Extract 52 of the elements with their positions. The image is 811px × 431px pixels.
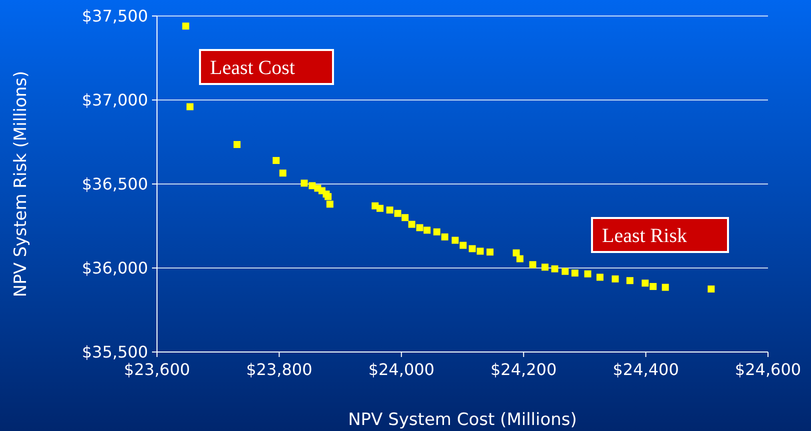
point bbox=[708, 286, 715, 292]
point bbox=[516, 255, 524, 262]
point bbox=[433, 228, 440, 236]
point bbox=[324, 193, 332, 200]
point bbox=[486, 248, 494, 256]
point bbox=[551, 265, 558, 272]
point bbox=[376, 204, 384, 212]
point bbox=[476, 248, 484, 255]
x-tick-label: $23,800 bbox=[246, 360, 312, 379]
point bbox=[468, 245, 476, 252]
annotation: Least Risk bbox=[602, 225, 687, 247]
y-tick-label: $36,000 bbox=[82, 258, 148, 278]
point bbox=[186, 103, 194, 110]
point bbox=[234, 141, 241, 148]
point bbox=[279, 170, 286, 177]
y-axis-title: NPV System Risk (Millions) bbox=[11, 70, 31, 298]
point bbox=[326, 200, 334, 208]
point bbox=[612, 275, 619, 282]
y-tick-label: $35,500 bbox=[82, 342, 148, 362]
y-tick-label: $36,500 bbox=[82, 174, 148, 194]
point bbox=[402, 214, 409, 222]
point bbox=[272, 156, 280, 164]
point bbox=[424, 226, 431, 234]
x-tick-label: $24,400 bbox=[612, 360, 679, 379]
point bbox=[394, 210, 402, 217]
point bbox=[512, 249, 520, 256]
y-tick-label: $37,500 bbox=[82, 6, 148, 26]
point bbox=[182, 22, 190, 30]
point bbox=[452, 236, 459, 244]
point bbox=[642, 280, 649, 287]
point bbox=[441, 233, 448, 240]
x-tick-label: $24,600 bbox=[734, 360, 802, 379]
x-tick-label: $23,600 bbox=[124, 360, 190, 379]
point bbox=[596, 274, 604, 281]
annotation: Least Cost bbox=[210, 57, 296, 79]
x-tick-label: $24,200 bbox=[490, 360, 557, 379]
x-tick-label: $24,000 bbox=[368, 360, 434, 379]
y-tick-label: $37,000 bbox=[82, 90, 148, 110]
point bbox=[408, 220, 416, 228]
point bbox=[626, 277, 634, 284]
point bbox=[662, 284, 669, 291]
point bbox=[300, 180, 308, 187]
point bbox=[584, 270, 592, 278]
point bbox=[650, 282, 657, 290]
point bbox=[541, 264, 548, 271]
x-axis-title: NPV System Cost (Millions) bbox=[348, 410, 577, 430]
point bbox=[571, 270, 578, 277]
point bbox=[460, 242, 467, 249]
point bbox=[416, 224, 424, 232]
point bbox=[529, 261, 536, 268]
point bbox=[562, 268, 569, 275]
point bbox=[386, 206, 394, 214]
